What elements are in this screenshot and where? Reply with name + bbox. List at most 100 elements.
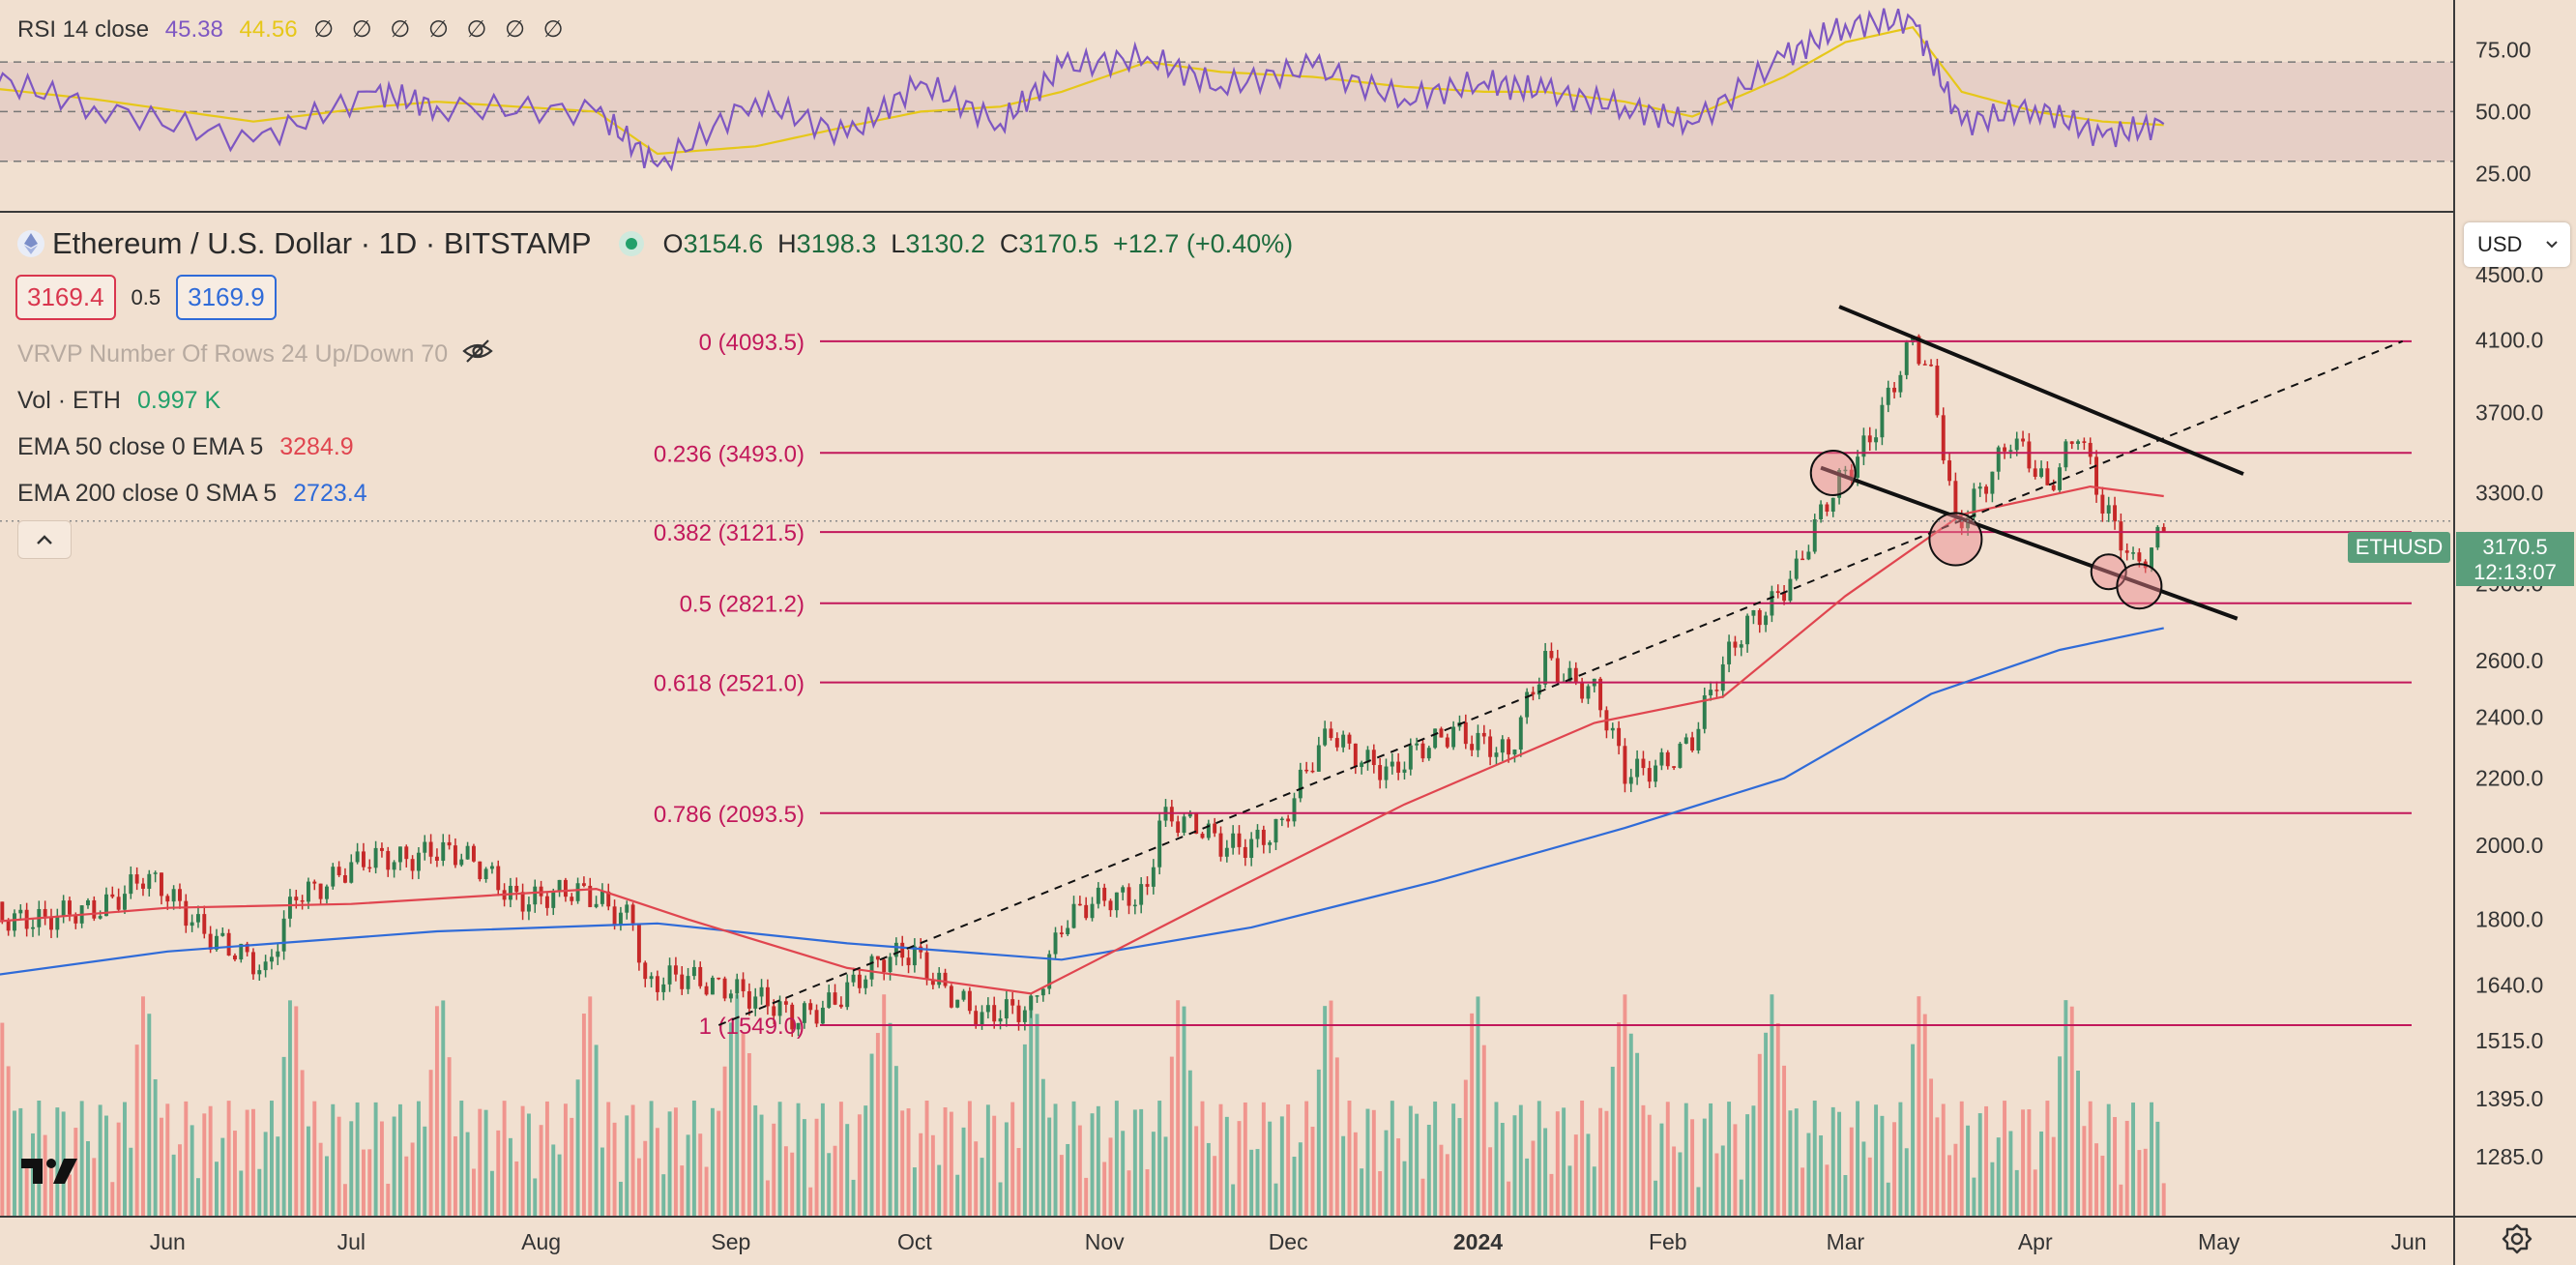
rsi-tick-label: 75.00 — [2475, 37, 2532, 62]
time-tick-label: 2024 — [1453, 1229, 1503, 1254]
volume-bar — [24, 1166, 29, 1217]
volume-bar — [1892, 1122, 1897, 1217]
volume-bar — [680, 1165, 685, 1217]
volume-bar — [361, 1149, 366, 1217]
volume-bar — [250, 1108, 255, 1217]
candle-body — [722, 978, 727, 999]
volume-bar — [367, 1149, 372, 1217]
volume-bar — [68, 1174, 72, 1217]
buy-button[interactable]: 3169.9 — [176, 275, 277, 320]
volume-bar — [324, 1156, 329, 1217]
volume-bar — [1720, 1145, 1725, 1217]
candle-body — [533, 886, 538, 905]
symbol-title[interactable]: Ethereum / U.S. Dollar · 1D · BITSTAMP — [52, 226, 592, 260]
eye-off-icon[interactable] — [461, 338, 494, 370]
volume-bar — [1782, 1065, 1787, 1217]
volume-bar — [588, 996, 593, 1217]
time-tick-label: Dec — [1269, 1229, 1308, 1254]
volume-bar — [1310, 1127, 1315, 1217]
candle-body — [1157, 820, 1162, 868]
candle-body — [1445, 737, 1449, 748]
candle-body — [557, 879, 562, 892]
volume-bar — [1334, 1057, 1339, 1217]
volume-bar — [1494, 1102, 1499, 1217]
volume-bar — [134, 1044, 139, 1217]
volume-legend[interactable]: Vol · ETH 0.997 K — [17, 387, 220, 415]
volume-bar — [1476, 996, 1480, 1217]
candle-body — [1696, 728, 1701, 751]
volume-bar — [465, 1132, 470, 1217]
collapse-legend-button[interactable] — [17, 520, 72, 559]
price-tick-label: 3300.0 — [2475, 481, 2543, 506]
volume-bar — [667, 1111, 672, 1217]
volume-bar — [1053, 1103, 1058, 1217]
candle-body — [1922, 364, 1927, 366]
volume-bar — [2131, 1103, 2136, 1217]
candle-body — [1537, 684, 1541, 695]
volume-bar — [2150, 1102, 2154, 1217]
tradingview-logo[interactable] — [21, 1155, 83, 1191]
volume-bar — [888, 1022, 893, 1217]
candle-body — [1757, 610, 1762, 626]
volume-bar — [857, 1114, 862, 1217]
trade-buttons: 3169.4 0.5 3169.9 — [15, 275, 277, 320]
candle-body — [1543, 651, 1548, 685]
candle-body — [31, 927, 35, 929]
candle-body — [294, 897, 299, 900]
rsi-legend[interactable]: RSI 14 close 45.38 44.56 ∅ ∅ ∅ ∅ ∅ ∅ ∅ — [17, 15, 570, 44]
volume-bar — [759, 1114, 764, 1217]
ethereum-icon — [17, 230, 44, 257]
last-price: 3170.5 — [2482, 535, 2548, 559]
ema200-legend[interactable]: EMA 200 close 0 SMA 5 2723.4 — [17, 480, 367, 508]
volume-bar — [893, 1066, 898, 1217]
volume-bar — [1224, 1116, 1229, 1217]
candle-body — [2119, 521, 2123, 551]
vrvp-legend[interactable]: VRVP Number Of Rows 24 Up/Down 70 — [17, 338, 494, 370]
volume-bar — [1537, 1101, 1541, 1217]
candle-body — [1641, 758, 1646, 769]
volume-bar — [691, 1101, 696, 1217]
candle-body — [367, 867, 372, 869]
candle-body — [833, 992, 837, 1005]
ema200-label: EMA 200 close 0 SMA 5 — [17, 480, 278, 507]
volume-bar — [1341, 1135, 1346, 1217]
settings-icon[interactable] — [2501, 1222, 2533, 1260]
fib-level-label: 1 (1549.0) — [699, 1014, 805, 1040]
volume-bar — [2137, 1150, 2142, 1217]
candle-body — [1512, 750, 1517, 755]
volume-bar — [1751, 1105, 1756, 1217]
price-tick-label: 4100.0 — [2475, 328, 2543, 353]
candle-body — [1959, 517, 1964, 529]
price-tick-label: 1800.0 — [2475, 907, 2543, 932]
candle-body — [1819, 504, 1824, 519]
volume-bar — [1323, 1006, 1328, 1217]
candle-body — [710, 977, 715, 995]
volume-bar — [1457, 1118, 1462, 1217]
candle-body — [324, 886, 329, 899]
candle-body — [1249, 838, 1254, 859]
volume-bar — [845, 1124, 850, 1217]
ema50-legend[interactable]: EMA 50 close 0 EMA 5 3284.9 — [17, 433, 354, 461]
candle-body — [489, 866, 494, 869]
candle-body — [930, 979, 935, 986]
candle-body — [1145, 884, 1150, 887]
price-tick-label: 2200.0 — [2475, 766, 2543, 791]
candle-body — [2014, 438, 2019, 451]
candle-body — [1617, 727, 1622, 747]
volume-bar — [483, 1109, 488, 1217]
candle-body — [1782, 593, 1787, 602]
volume-bar — [1911, 1044, 1916, 1217]
volume-bar — [967, 1101, 972, 1217]
sell-button[interactable]: 3169.4 — [15, 275, 116, 320]
volume-bar — [753, 1104, 758, 1217]
volume-bar — [1213, 1156, 1217, 1217]
volume-bar — [153, 1078, 158, 1217]
volume-bar — [1439, 1144, 1444, 1217]
candle-body — [1727, 641, 1732, 664]
volume-bar — [239, 1170, 244, 1217]
candle-body — [618, 912, 623, 926]
volume-bar — [777, 1102, 782, 1217]
currency-select[interactable]: USD — [2464, 222, 2570, 267]
volume-bar — [1200, 1101, 1205, 1217]
